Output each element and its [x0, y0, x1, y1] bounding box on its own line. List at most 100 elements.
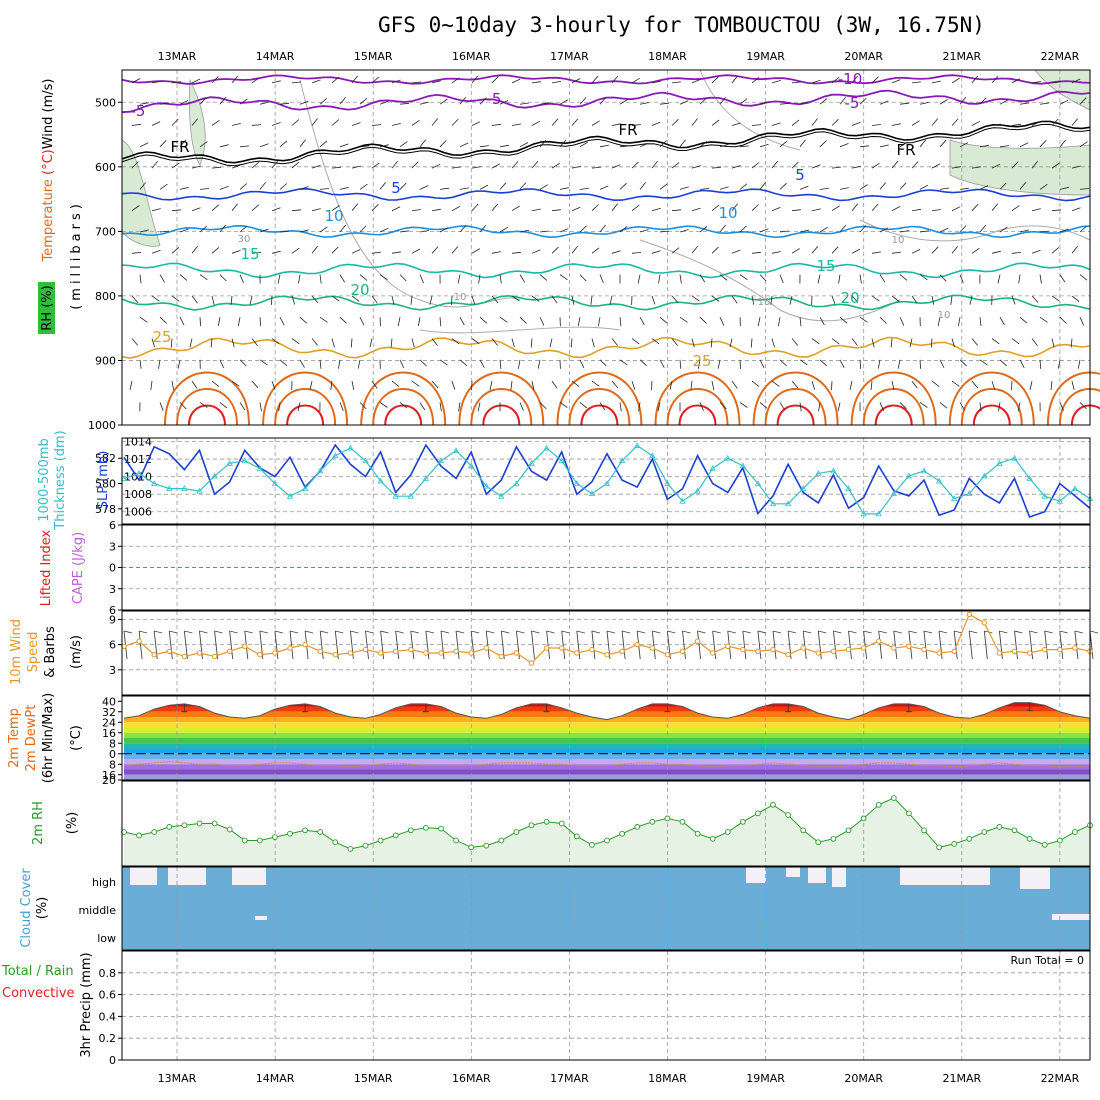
wind-barb: [191, 380, 198, 389]
rh-point: [468, 844, 475, 851]
contour-label: 30: [238, 234, 251, 245]
thickness-marker: [649, 452, 656, 459]
wind-y-tick-label: 9: [109, 613, 116, 626]
wind-barb: [1079, 274, 1088, 281]
rh-point: [136, 832, 142, 839]
temp-line: [123, 702, 1091, 721]
wind-barb: [278, 402, 281, 412]
wind-barb: [251, 77, 260, 84]
wind-barb: [751, 251, 761, 254]
wind-barb: [711, 166, 722, 169]
wind-barb: [551, 209, 561, 212]
wind10-point: [242, 643, 248, 649]
wind-barb: [451, 77, 460, 84]
precip-panel: 0 0.2 0.4 0.6 0.8 Run Total = 0 Total / Rain Co…: [1, 950, 1091, 1067]
cloud-gap: [900, 867, 990, 885]
wind-barb: [559, 228, 569, 233]
wind-barb: [791, 119, 800, 126]
wind-barb: [479, 145, 489, 148]
wind-barb: [919, 184, 929, 190]
wind-barb: [339, 96, 346, 105]
wind-barb: [639, 317, 645, 326]
wind-barb: [299, 316, 307, 324]
wind-barb: [971, 338, 979, 346]
temp-ylabel-1: 2m Temp: [7, 708, 22, 768]
wind-barb: [351, 295, 360, 302]
wind-barb: [499, 359, 502, 369]
wind-barb: [1031, 81, 1041, 84]
wind-barb: [679, 229, 689, 233]
wind-barb: [951, 380, 960, 387]
wind10-point: [649, 645, 655, 651]
wind-barb: [491, 203, 499, 211]
thickness-marker: [241, 457, 248, 464]
wind-barb: [711, 76, 719, 84]
wind-barb: [471, 338, 480, 345]
wind-barb: [191, 118, 199, 126]
rh-point: [664, 815, 671, 822]
wind-barb: [999, 226, 1008, 233]
wind-barb: [811, 208, 821, 212]
wind-barb: [1031, 295, 1039, 303]
wind-barb: [899, 317, 905, 326]
wind-barb: [1031, 121, 1041, 126]
temp-band: [124, 769, 1090, 775]
wind-barb: [411, 338, 415, 348]
upper-y-tick-label: 1000: [88, 419, 116, 432]
warm-contour: [470, 388, 533, 426]
thickness-marker: [181, 485, 188, 491]
wind-barb: [571, 166, 581, 169]
wind-barb: [939, 187, 949, 190]
wind-barb: [771, 251, 781, 254]
wind-barb: [359, 97, 368, 105]
wind-barb: [249, 295, 253, 305]
wind10-point: [151, 652, 157, 658]
wind-barb: [391, 251, 401, 254]
wind-barb: [371, 124, 382, 126]
isotherm: [121, 187, 1091, 202]
wind-barb: [410, 295, 413, 305]
wind10-barb-flag: [471, 630, 480, 634]
wind-barb: [1051, 162, 1060, 169]
wind-barb: [811, 380, 816, 390]
rh-point: [543, 818, 550, 825]
wind10-point: [227, 648, 233, 654]
wind10-barb-flag: [546, 630, 555, 634]
upper-y-tick-label: 800: [95, 290, 116, 303]
rh-frame: [121, 780, 1091, 867]
thickness-marker: [754, 480, 762, 486]
wind-barb: [259, 402, 262, 412]
wind-barb: [431, 208, 441, 212]
wind-barb: [879, 274, 886, 283]
rh-point: [906, 810, 912, 817]
wind-barb: [779, 230, 789, 233]
wind-barb: [159, 274, 165, 283]
wind-barb: [879, 227, 889, 233]
wind-barb: [259, 101, 269, 105]
wind-barb: [451, 338, 460, 345]
wind10-barb: [968, 630, 973, 660]
wind-barb: [791, 338, 799, 346]
wind10-barb-flag: [1044, 630, 1053, 634]
thickness-marker: [694, 487, 701, 494]
wind-barb: [729, 338, 733, 348]
bottom-date-label: 18MAR: [648, 1072, 687, 1085]
wind-barb: [831, 381, 833, 391]
wind-barb: [771, 207, 781, 212]
thickness-marker: [347, 444, 354, 451]
wind-barb: [651, 295, 656, 305]
wind-barb: [357, 359, 361, 369]
wind-barb: [539, 317, 545, 326]
upper-y-tick-label: 900: [95, 354, 116, 367]
wind-barb: [931, 118, 939, 126]
wind-barb: [1059, 139, 1067, 148]
wind-barb: [131, 205, 140, 212]
wind-barb: [411, 119, 420, 126]
wind-barb: [1031, 338, 1038, 346]
wind-barb: [1059, 316, 1067, 324]
wind-barb: [631, 124, 641, 126]
wind-barb: [151, 249, 161, 254]
wind-barb: [951, 338, 955, 348]
wind-barb: [751, 124, 762, 126]
wind-barb: [151, 208, 161, 212]
